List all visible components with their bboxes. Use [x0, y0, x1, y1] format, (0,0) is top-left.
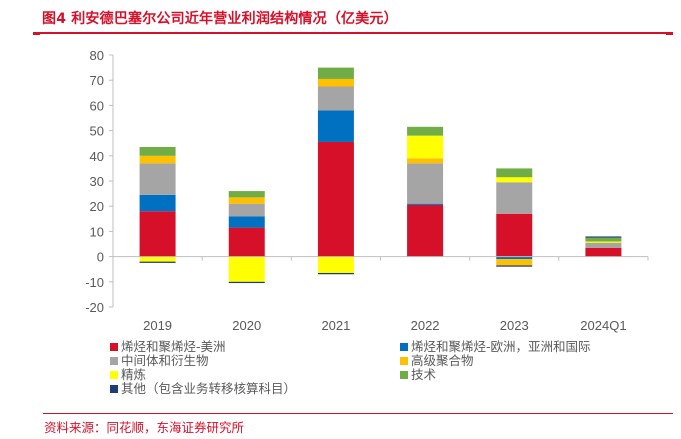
- y-tick-label: 50: [90, 124, 104, 139]
- legend-item: 精炼: [110, 368, 146, 382]
- legend-swatch: [400, 357, 408, 365]
- bar-segment: [407, 158, 444, 164]
- bar-segment: [407, 204, 444, 257]
- legend-item: 中间体和衍生物: [110, 354, 209, 368]
- y-tick-label: -20: [85, 300, 104, 315]
- title-divider-cap-right: [666, 32, 673, 35]
- stacked-bar-chart: -20 -10 0 10 20 30 40 50 60 70 80 2019 2020 2021 2022…: [85, 48, 649, 333]
- y-tick-label: 80: [90, 48, 104, 63]
- title-divider: [33, 32, 673, 34]
- legend-label: 烯烃和聚烯烃-欧洲，亚洲和国际: [411, 339, 591, 354]
- y-tick-label: 40: [90, 149, 104, 164]
- legend-item: 技术: [400, 368, 436, 382]
- legend-label: 其他（包含业务转移核算科目）: [121, 381, 297, 396]
- title-divider-cap-left: [33, 32, 40, 35]
- legend-item: 烯烃和聚烯烃-欧洲，亚洲和国际: [400, 340, 591, 354]
- bar-segment: [317, 67, 354, 79]
- figure-title: 图4 利安德巴塞尔公司近年营业利润结构情况（亿美元）: [42, 11, 398, 27]
- bar-segment: [407, 135, 444, 159]
- legend-label: 高级聚合物: [411, 353, 474, 368]
- x-axis: 2019 2020 2021 2022 2023 2024Q1: [113, 256, 649, 333]
- legend-swatch: [110, 343, 118, 351]
- bar-segment: [228, 191, 265, 198]
- legend-swatch: [400, 371, 408, 379]
- legend-swatch: [110, 357, 118, 365]
- legend-label: 技术: [411, 367, 437, 382]
- bar-segment: [317, 78, 354, 87]
- bar-segment: [317, 86, 354, 111]
- y-tick-label: 0: [97, 250, 104, 265]
- bar-segment: [407, 203, 444, 205]
- x-tick-label: 2022: [411, 318, 440, 333]
- bar-segment: [139, 256, 176, 262]
- bar-segment: [139, 146, 176, 156]
- bar-segment: [317, 272, 354, 275]
- bar-segment: [585, 241, 622, 243]
- bar-segment: [228, 216, 265, 228]
- bar-segment: [496, 182, 533, 214]
- legend-item: 其他（包含业务转移核算科目）: [110, 382, 296, 396]
- legend-label: 烯烃和聚烯烃-美洲: [121, 339, 226, 354]
- bar-segment: [139, 194, 176, 212]
- bars: [139, 67, 622, 284]
- bar-segment: [139, 261, 176, 263]
- legend-swatch: [110, 385, 118, 393]
- bar-segment: [496, 259, 533, 266]
- legend-item: 烯烃和聚烯烃-美洲: [110, 340, 226, 354]
- bar-segment: [139, 155, 176, 164]
- bar-segment: [585, 237, 622, 242]
- bar-segment: [585, 247, 622, 257]
- bar-segment: [496, 265, 533, 267]
- y-tick-label: 30: [90, 174, 104, 189]
- x-tick-label: 2019: [143, 318, 172, 333]
- bar-segment: [228, 197, 265, 204]
- bar-segment: [317, 256, 354, 273]
- bar-segment: [407, 126, 444, 136]
- source-divider: [43, 413, 673, 414]
- bar-segment: [585, 242, 622, 248]
- bar-segment: [496, 177, 533, 183]
- bar-segment: [317, 110, 354, 142]
- bar-segment: [496, 213, 533, 257]
- x-tick-label: 2024Q1: [580, 318, 626, 333]
- source-note: 资料来源：同花顺，东海证券研究所: [44, 420, 245, 435]
- bar-segment: [228, 256, 265, 282]
- legend-swatch: [110, 371, 118, 379]
- bar-segment: [496, 168, 533, 178]
- legend-label: 中间体和衍生物: [121, 353, 209, 368]
- y-tick-label: 10: [90, 224, 104, 239]
- x-tick-label: 2021: [321, 318, 350, 333]
- bar-segment: [585, 236, 622, 238]
- bar-segment: [139, 211, 176, 257]
- bar-segment: [228, 281, 265, 284]
- x-tick-label: 2020: [232, 318, 261, 333]
- bar-segment: [317, 141, 354, 257]
- bar-segment: [407, 163, 444, 204]
- bar-segment: [228, 227, 265, 257]
- y-tick-label: 70: [90, 73, 104, 88]
- y-tick-label: 60: [90, 98, 104, 113]
- bar-segment: [228, 203, 265, 217]
- legend-item: 高级聚合物: [400, 354, 474, 368]
- y-axis: -20 -10 0 10 20 30 40 50 60 70 80: [85, 48, 114, 315]
- y-tick-label: -10: [85, 275, 104, 290]
- y-tick-label: 20: [90, 199, 104, 214]
- bar-segment: [139, 163, 176, 195]
- legend-label: 精炼: [121, 367, 147, 382]
- x-tick-label: 2023: [500, 318, 529, 333]
- legend-swatch: [400, 343, 408, 351]
- bar-segment: [496, 256, 533, 260]
